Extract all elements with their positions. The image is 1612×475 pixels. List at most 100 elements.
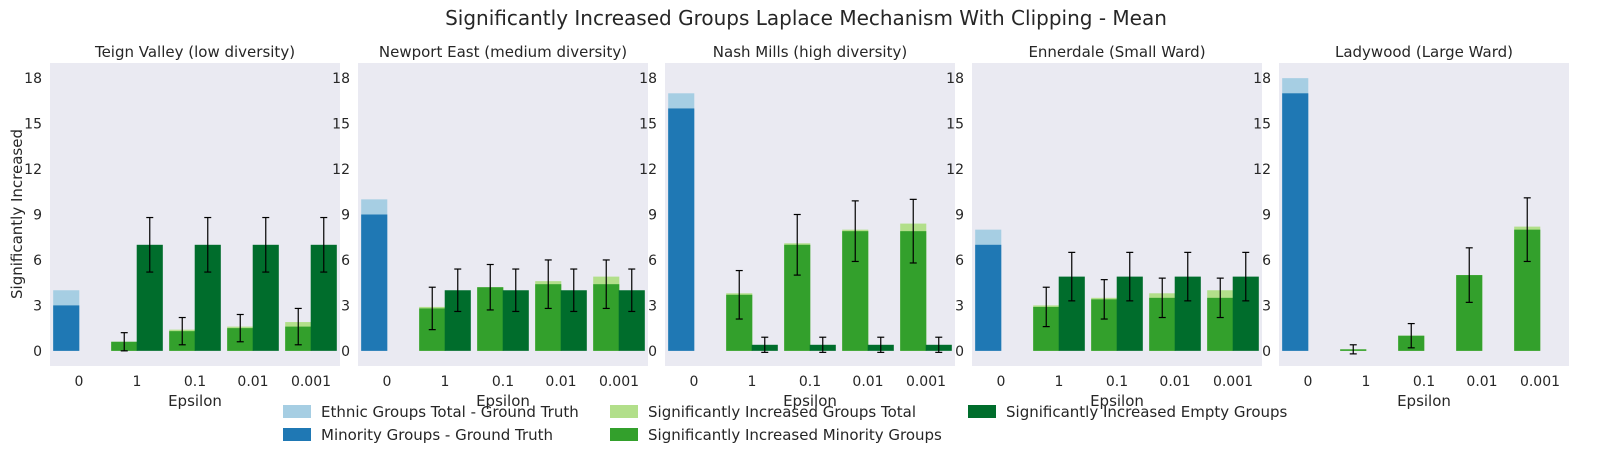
x-tick-label: 0.01: [1466, 374, 1497, 390]
error-bar: [1465, 247, 1473, 303]
x-tick-label: 0: [383, 374, 392, 390]
y-tick-label: 12: [1253, 162, 1271, 178]
x-tick-label: 0.01: [237, 374, 268, 390]
subplot-1: Teign Valley (low diversity) 0 3 6 9 12 15 18 0 1…: [24, 43, 340, 410]
legend-label: Ethnic Groups Total - Ground Truth: [321, 403, 579, 421]
y-tick-label: 15: [1253, 117, 1271, 133]
x-tick-label: 0.001: [599, 374, 639, 390]
y-tick-label: 9: [33, 208, 42, 224]
error-bar: [1349, 344, 1357, 355]
x-tick-label: 0.01: [545, 374, 576, 390]
y-tick-label: 18: [639, 71, 657, 87]
y-tick-label: 3: [648, 298, 657, 314]
subplot-5: Ladywood (Large Ward) 0 3 6 9 12 15 18 0 1 0.1 0.01…: [1253, 43, 1569, 410]
subplots: Teign Valley (low diversity) 0 3 6 9 12 15 18 0 1…: [24, 43, 1569, 410]
error-bar: [294, 307, 302, 346]
y-tick-label: 3: [33, 298, 42, 314]
x-tick-label: 0.001: [906, 374, 946, 390]
y-tick-label: 0: [341, 344, 350, 360]
error-bar: [1158, 277, 1166, 319]
y-tick-label: 0: [1262, 344, 1271, 360]
error-bar: [909, 198, 917, 264]
y-tick-label: 9: [1262, 208, 1271, 224]
y-tick-label: 3: [1262, 298, 1271, 314]
x-tick-label: 0.01: [852, 374, 883, 390]
error-bar: [602, 259, 610, 310]
legend-swatch: [968, 405, 996, 418]
y-tick-label: 18: [946, 71, 964, 87]
legend-label: Significantly Increased Groups Total: [648, 403, 916, 421]
legend: Ethnic Groups Total - Ground Truth Minori…: [283, 403, 1288, 444]
error-bar: [178, 316, 186, 346]
error-bar: [1184, 251, 1192, 302]
x-tick-label: 0: [997, 374, 1006, 390]
error-bar: [935, 336, 943, 353]
y-tick-label: 6: [955, 253, 964, 269]
subplot-title: Ladywood (Large Ward): [1335, 43, 1513, 61]
legend-item: Significantly Increased Minority Groups: [610, 426, 942, 444]
legend-label: Significantly Increased Empty Groups: [1006, 403, 1288, 421]
error-bar: [851, 200, 859, 263]
x-tick-label: 1: [1055, 374, 1064, 390]
x-tick-label: 0.001: [1213, 374, 1253, 390]
error-bar: [486, 263, 494, 311]
error-bar: [819, 336, 827, 353]
error-bar: [1216, 277, 1224, 319]
error-bar: [761, 336, 769, 353]
y-tick-label: 18: [332, 71, 350, 87]
y-tick-label: 18: [24, 71, 42, 87]
y-tick-label: 12: [946, 162, 964, 178]
error-bar: [544, 259, 552, 310]
x-axis-label: Epsilon: [783, 392, 837, 410]
error-bar: [120, 332, 128, 352]
subplot-4: Ennerdale (Small Ward) 0 3 6 9 12 15 18 0 1 0.1 0.0…: [946, 43, 1262, 410]
y-tick-label: 15: [24, 117, 42, 133]
legend-swatch: [610, 428, 638, 441]
legend-item: Significantly Increased Groups Total: [610, 403, 916, 421]
error-bar: [877, 336, 885, 353]
figure-title: Significantly Increased Groups Laplace M…: [445, 6, 1167, 30]
subplot-2: Newport East (medium diversity) 0 3 6 9 12 15 1…: [332, 43, 648, 410]
y-tick-label: 15: [639, 117, 657, 133]
y-axis-label: Significantly Increased: [8, 129, 26, 299]
error-bar: [570, 268, 578, 313]
error-bar: [428, 286, 436, 331]
y-tick-label: 18: [1253, 71, 1271, 87]
x-tick-label: 0.01: [1159, 374, 1190, 390]
y-tick-label: 3: [955, 298, 964, 314]
y-tick-label: 15: [946, 117, 964, 133]
y-tick-label: 9: [341, 208, 350, 224]
error-bar: [320, 216, 328, 273]
legend-swatch: [283, 428, 311, 441]
x-tick-label: 0.001: [291, 374, 331, 390]
legend-item: Significantly Increased Empty Groups: [968, 403, 1288, 421]
error-bar: [1042, 286, 1050, 328]
x-axis-label: Epsilon: [168, 392, 222, 410]
subplot-3: Nash Mills (high diversity) 0 3 6 9 12 15 18 0 1 0…: [639, 43, 955, 410]
legend-item: Minority Groups - Ground Truth: [283, 426, 553, 444]
legend-item: Ethnic Groups Total - Ground Truth: [283, 403, 579, 421]
bar-minority-groups-ground-truth: [361, 214, 388, 351]
x-tick-label: 0.001: [1520, 374, 1560, 390]
y-tick-label: 12: [332, 162, 350, 178]
y-tick-label: 9: [955, 208, 964, 224]
error-bar: [262, 216, 270, 273]
x-tick-label: 0.1: [492, 374, 514, 390]
subplot-title: Ennerdale (Small Ward): [1028, 43, 1205, 61]
y-tick-label: 12: [24, 162, 42, 178]
bar-minority-groups-ground-truth: [1282, 93, 1309, 351]
y-tick-label: 0: [33, 344, 42, 360]
y-tick-label: 6: [648, 253, 657, 269]
y-tick-label: 9: [648, 208, 657, 224]
x-tick-label: 1: [1362, 374, 1371, 390]
error-bar: [1407, 322, 1415, 349]
error-bar: [454, 268, 462, 313]
subplot-title: Teign Valley (low diversity): [94, 43, 295, 61]
error-bar: [1068, 251, 1076, 302]
x-tick-label: 0: [1304, 374, 1313, 390]
x-axis-label: Epsilon: [1397, 392, 1451, 410]
x-tick-label: 0.1: [184, 374, 206, 390]
error-bar: [146, 216, 154, 273]
error-bar: [512, 268, 520, 313]
